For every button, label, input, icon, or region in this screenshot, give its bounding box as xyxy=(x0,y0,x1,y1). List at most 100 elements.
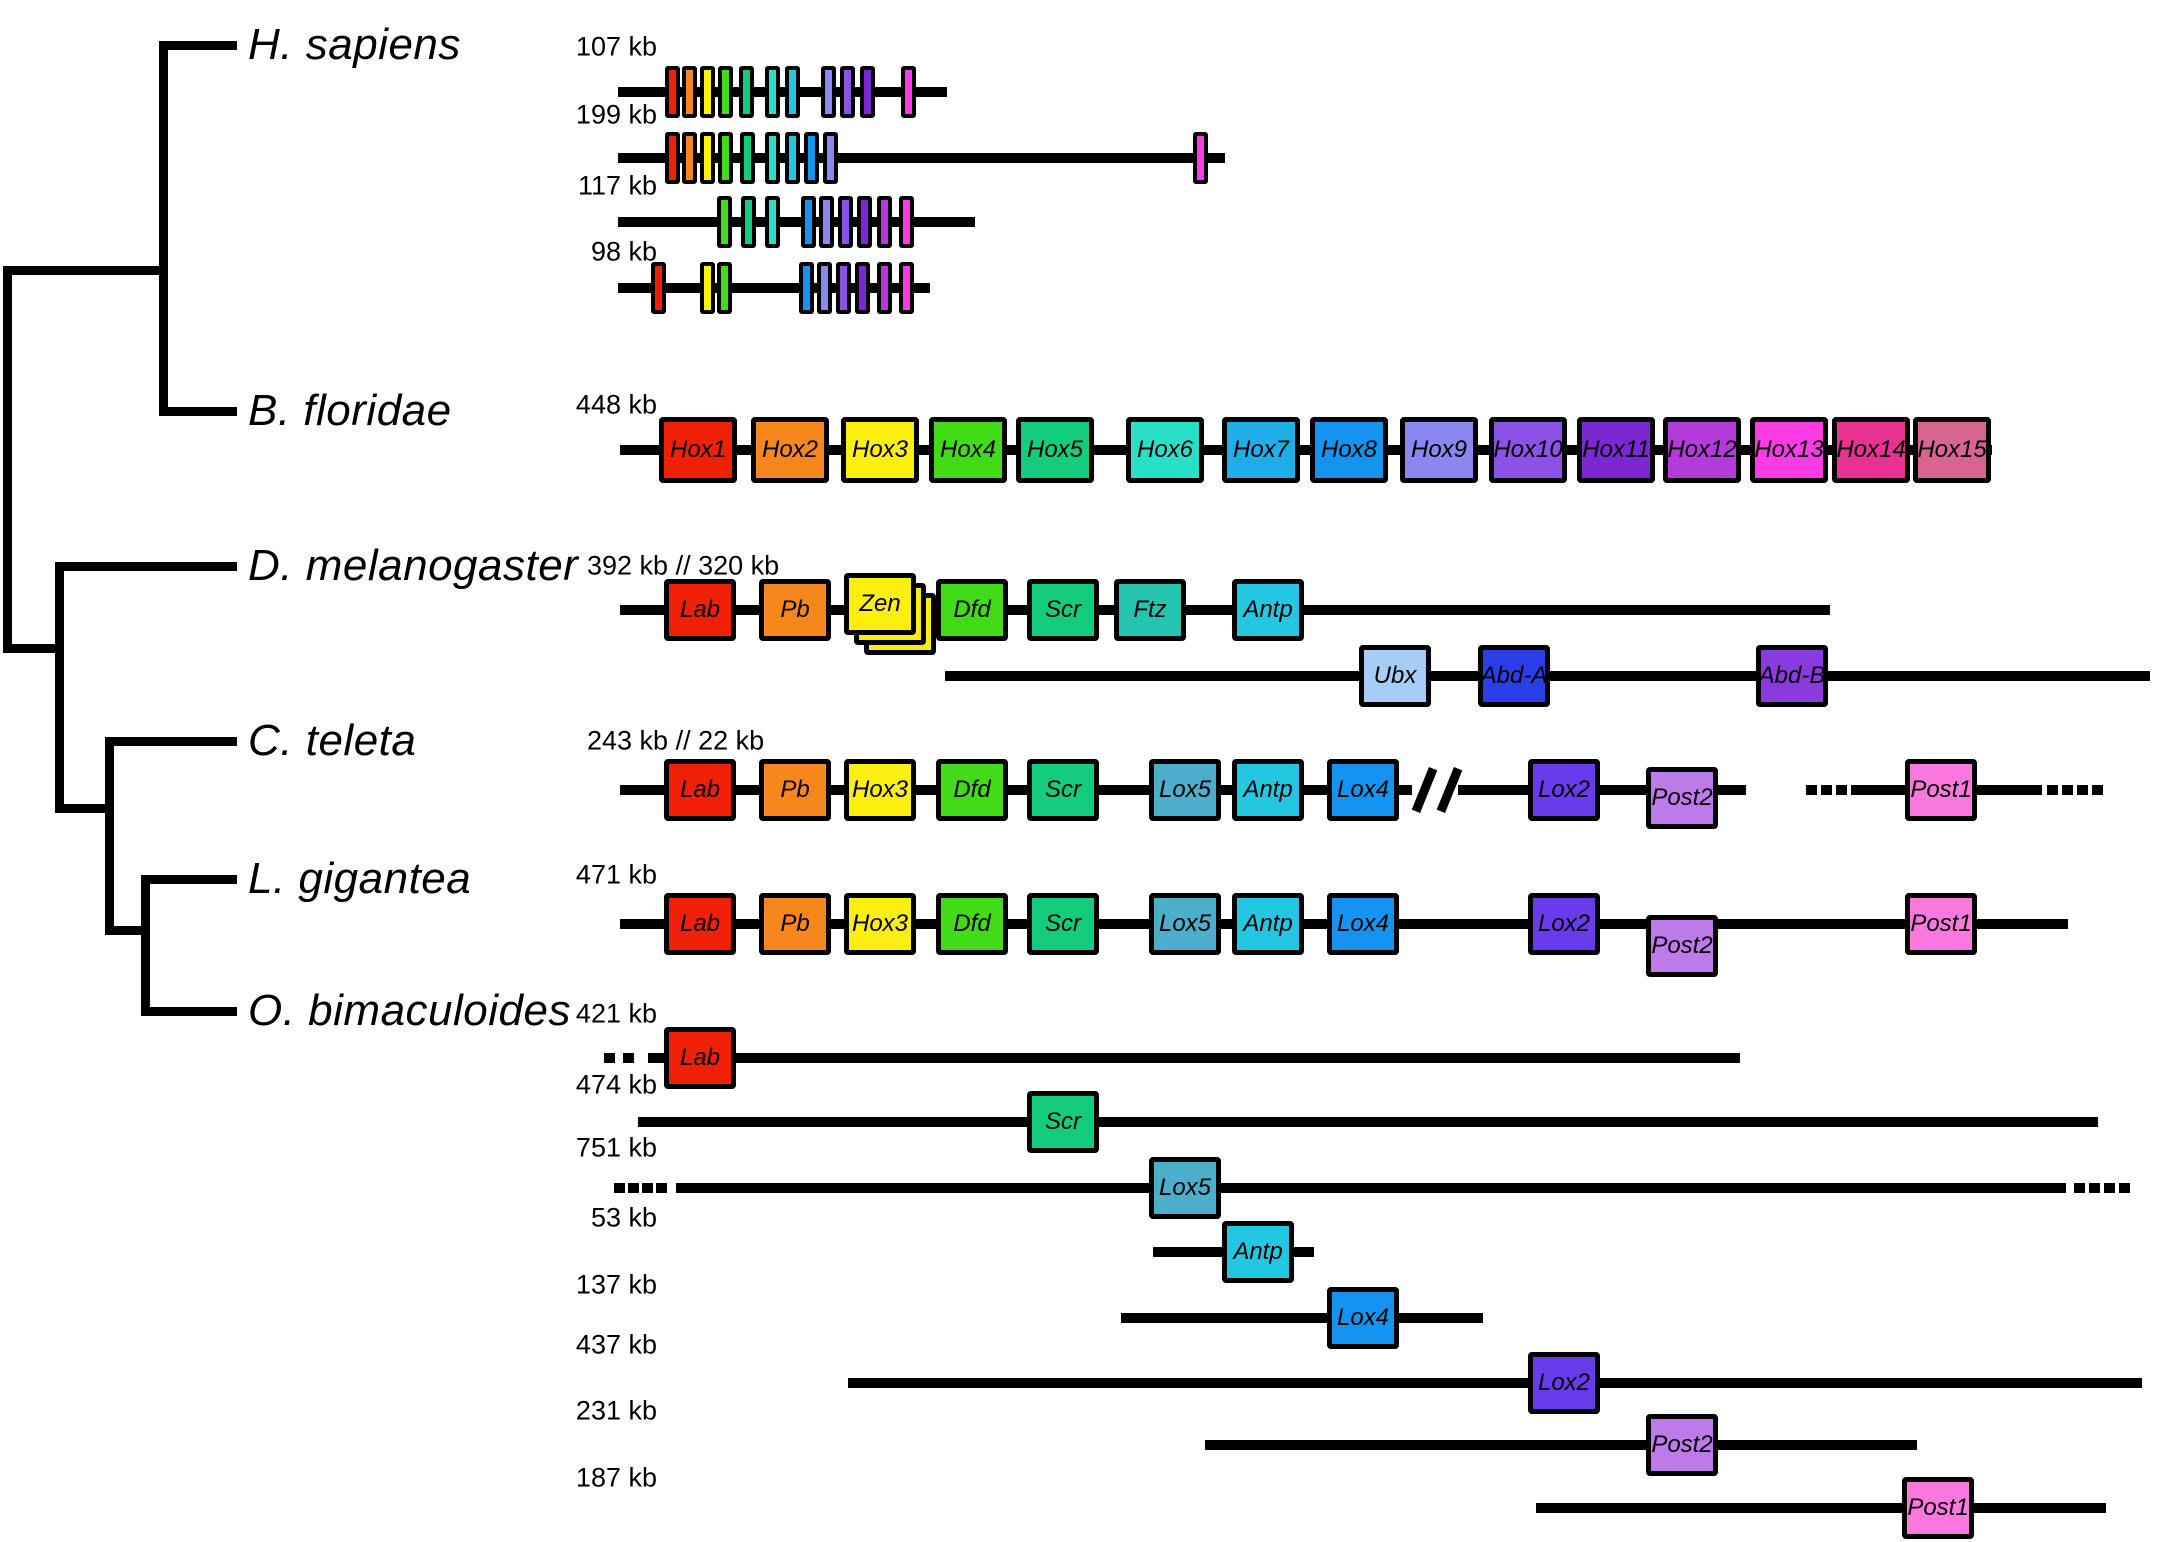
gene-box-mini xyxy=(854,262,870,314)
cluster-dashed-segment xyxy=(2104,1183,2115,1193)
species-label-d-melanogaster: D. melanogaster xyxy=(248,541,579,590)
gene-box-hox3: Hox3 xyxy=(844,893,916,955)
gene-box-lox5: Lox5 xyxy=(1149,759,1221,821)
gene-box-scr: Scr xyxy=(1027,1091,1099,1153)
gene-box-mini xyxy=(681,132,697,184)
gene-box-mini xyxy=(764,132,780,184)
gene-box-ftz: Ftz xyxy=(1114,579,1186,641)
tree-branch-horizontal xyxy=(158,40,237,50)
gene-box-dfd: Dfd xyxy=(936,759,1008,821)
gene-box-hox15: Hox15 xyxy=(1913,417,1991,483)
cluster-backbone-line xyxy=(618,283,930,293)
tree-branch-horizontal xyxy=(54,803,114,813)
gene-box-mini xyxy=(898,196,914,248)
gene-box-hox10: Hox10 xyxy=(1489,417,1567,483)
cluster-backbone-line xyxy=(618,153,1225,163)
gene-box-mini xyxy=(820,66,836,118)
gene-box-mini xyxy=(716,196,732,248)
gene-box-mini xyxy=(764,196,780,248)
gene-box-post1: Post1 xyxy=(1905,759,1977,821)
cluster-dashed-segment xyxy=(1836,785,1847,795)
cluster-size-label: 117 kb xyxy=(577,170,657,201)
cluster-backbone-line xyxy=(1121,1313,1483,1323)
gene-box-post2: Post2 xyxy=(1646,767,1718,829)
tree-branch-vertical xyxy=(2,265,12,653)
gene-box-mini xyxy=(664,132,680,184)
cluster-size-label: 437 kb xyxy=(575,1329,657,1360)
cluster-dashed-segment xyxy=(2089,1183,2100,1193)
gene-box-ubx: Ubx xyxy=(1359,645,1431,707)
gene-box-lox4: Lox4 xyxy=(1327,759,1399,821)
gene-box-mini xyxy=(816,262,832,314)
cluster-dashed-segment xyxy=(2119,1183,2130,1193)
cluster-dashed-segment xyxy=(623,1053,634,1063)
cluster-size-label: 53 kb xyxy=(590,1202,657,1233)
cluster-dashed-segment xyxy=(2074,1183,2085,1193)
gene-box-mini xyxy=(784,132,800,184)
tree-branch-horizontal xyxy=(140,1006,237,1016)
gene-box-hox5: Hox5 xyxy=(1016,417,1094,483)
cluster-backbone-line xyxy=(848,1378,2142,1388)
cluster-size-label: 448 kb xyxy=(575,389,657,420)
gene-box-lab: Lab xyxy=(664,893,736,955)
gene-box-mini xyxy=(900,66,916,118)
gene-box-post1: Post1 xyxy=(1902,1477,1974,1539)
cluster-backbone-line xyxy=(676,1183,2066,1193)
gene-box-antp: Antp xyxy=(1222,1221,1294,1283)
gene-box-mini xyxy=(650,262,666,314)
gene-box-lox5: Lox5 xyxy=(1149,893,1221,955)
cluster-size-label: 231 kb xyxy=(575,1395,657,1426)
tree-branch-vertical xyxy=(140,874,150,1016)
cluster-size-label: 98 kb xyxy=(590,236,657,267)
tree-branch-vertical xyxy=(54,561,64,813)
tree-branch-vertical xyxy=(104,736,114,935)
cluster-backbone-line xyxy=(1205,1440,1917,1450)
gene-box-mini xyxy=(739,132,755,184)
gene-box-mini xyxy=(839,66,855,118)
tree-branch-horizontal xyxy=(104,925,150,935)
sequence-break-slash xyxy=(1411,766,1437,814)
gene-box-mini xyxy=(681,66,697,118)
gene-box-mini xyxy=(738,66,754,118)
tree-branch-horizontal xyxy=(140,874,237,884)
cluster-size-label: 243 kb // 22 kb xyxy=(587,725,765,756)
gene-box-mini xyxy=(764,66,780,118)
gene-box-post1: Post1 xyxy=(1905,893,1977,955)
cluster-size-label: 137 kb xyxy=(575,1269,657,1300)
cluster-backbone-line xyxy=(620,605,1830,615)
gene-box-antp: Antp xyxy=(1232,759,1304,821)
gene-box-mini xyxy=(876,262,892,314)
cluster-dashed-segment xyxy=(2047,785,2058,795)
cluster-dashed-segment xyxy=(1851,785,1862,795)
gene-box-hox4: Hox4 xyxy=(929,417,1007,483)
cluster-size-label: 107 kb xyxy=(575,31,657,62)
cluster-size-label: 474 kb xyxy=(575,1069,657,1100)
tree-branch-horizontal xyxy=(2,265,168,275)
gene-box-hox8: Hox8 xyxy=(1310,417,1388,483)
species-label-l-gigantea: L. gigantea xyxy=(248,854,472,903)
cluster-dashed-segment xyxy=(2062,785,2073,795)
gene-box-mini xyxy=(716,262,732,314)
cluster-dashed-segment xyxy=(604,1053,615,1063)
cluster-dashed-segment xyxy=(2092,785,2103,795)
gene-box-hox9: Hox9 xyxy=(1400,417,1478,483)
gene-box-mini xyxy=(800,196,816,248)
gene-box-hox11: Hox11 xyxy=(1577,417,1655,483)
cluster-backbone-line xyxy=(620,445,1992,455)
gene-box-scr: Scr xyxy=(1027,759,1099,821)
gene-box-mini xyxy=(798,262,814,314)
gene-box-lox2: Lox2 xyxy=(1528,759,1600,821)
tree-branch-horizontal xyxy=(2,643,64,653)
gene-box-hox14: Hox14 xyxy=(1832,417,1910,483)
gene-box-hox3: Hox3 xyxy=(841,417,919,483)
gene-box-pb: Pb xyxy=(759,759,831,821)
gene-box-mini xyxy=(859,66,875,118)
gene-box-post2: Post2 xyxy=(1646,915,1718,977)
gene-box-mini xyxy=(856,196,872,248)
gene-box-dfd: Dfd xyxy=(936,579,1008,641)
gene-box-mini xyxy=(876,196,892,248)
cluster-dashed-segment xyxy=(656,1183,667,1193)
cluster-dashed-segment xyxy=(1821,785,1832,795)
tree-branch-horizontal xyxy=(104,736,237,746)
cluster-dashed-segment xyxy=(2077,785,2088,795)
